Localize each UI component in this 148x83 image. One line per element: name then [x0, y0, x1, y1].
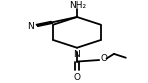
Text: O: O — [73, 73, 81, 82]
Text: N: N — [27, 22, 34, 31]
Text: O: O — [100, 54, 107, 63]
Text: N: N — [74, 50, 80, 59]
Text: NH₂: NH₂ — [69, 1, 86, 10]
